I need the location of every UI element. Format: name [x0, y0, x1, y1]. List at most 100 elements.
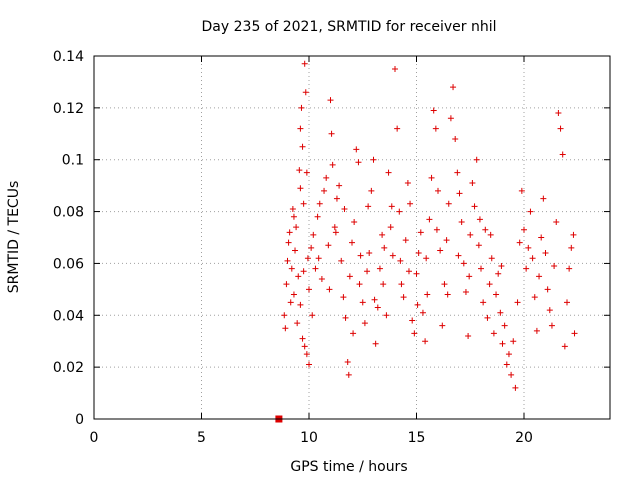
data-point	[484, 314, 491, 321]
data-point	[540, 195, 547, 202]
data-point	[452, 135, 459, 142]
data-point	[415, 250, 422, 257]
data-point	[388, 203, 395, 210]
data-point	[417, 229, 424, 236]
data-point	[355, 159, 362, 166]
data-point	[454, 169, 461, 176]
data-point	[309, 312, 316, 319]
data-point	[282, 325, 289, 332]
data-point	[385, 169, 392, 176]
data-point	[372, 340, 379, 347]
y-tick-label: 0.02	[53, 360, 84, 376]
data-point	[413, 270, 420, 277]
y-tick-label: 0.12	[53, 101, 84, 117]
data-point	[380, 281, 387, 288]
data-point	[445, 200, 452, 207]
data-point	[405, 268, 412, 275]
data-point	[323, 174, 330, 181]
data-point	[476, 216, 483, 223]
data-point	[460, 260, 467, 267]
data-point	[303, 169, 310, 176]
data-point	[426, 216, 433, 223]
data-point	[488, 255, 495, 262]
data-point	[366, 250, 373, 257]
data-point	[312, 265, 319, 272]
data-point	[345, 371, 352, 378]
data-point	[298, 104, 305, 111]
plot-frame	[93, 55, 611, 420]
data-point	[450, 84, 457, 91]
data-point	[514, 299, 521, 306]
x-tick-label: 10	[300, 430, 318, 446]
data-point	[482, 226, 489, 233]
x-tick-label: 0	[90, 430, 99, 446]
x-tick-label: 5	[197, 430, 206, 446]
data-point	[475, 242, 482, 249]
data-point	[332, 229, 339, 236]
data-point	[299, 143, 306, 150]
data-point	[551, 263, 558, 270]
data-point	[455, 252, 462, 259]
data-point	[559, 151, 566, 158]
y-tick-label: 0.1	[62, 153, 84, 169]
data-point	[283, 281, 290, 288]
data-point	[402, 237, 409, 244]
data-point	[300, 200, 307, 207]
data-point	[533, 327, 540, 334]
data-point	[356, 281, 363, 288]
y-tick-labels: 0 0.02 0.04 0.06 0.08 0.1 0.12 0.14	[53, 49, 84, 428]
data-point	[287, 299, 294, 306]
data-point	[299, 335, 306, 342]
data-point	[397, 257, 404, 264]
data-point	[561, 343, 568, 350]
data-point	[353, 146, 360, 153]
data-point	[570, 231, 577, 238]
data-point	[518, 187, 525, 194]
data-point	[304, 255, 311, 262]
data-point	[564, 299, 570, 306]
data-point	[294, 320, 301, 327]
data-point	[495, 270, 502, 277]
data-point	[331, 224, 338, 231]
data-point	[361, 320, 368, 327]
y-tick-label: 0.04	[53, 308, 84, 324]
data-point	[286, 229, 293, 236]
data-point	[456, 190, 463, 197]
data-point	[542, 250, 549, 257]
data-point	[423, 255, 430, 262]
data-point	[370, 156, 377, 163]
data-point	[325, 242, 332, 249]
data-point	[430, 107, 437, 114]
data-point	[340, 294, 347, 301]
data-point	[525, 244, 532, 251]
data-point	[387, 224, 394, 231]
data-point	[359, 299, 366, 306]
data-point	[346, 273, 353, 280]
data-point	[480, 299, 487, 306]
data-point	[478, 265, 484, 272]
grid-lines	[94, 56, 610, 419]
data-point	[351, 218, 358, 225]
data-point	[295, 273, 302, 280]
data-point	[300, 268, 307, 275]
y-tick-label: 0.06	[53, 256, 84, 272]
data-point	[315, 255, 322, 262]
data-point	[389, 252, 396, 259]
data-point	[285, 239, 292, 246]
data-point	[349, 239, 355, 246]
data-point	[490, 330, 497, 337]
data-point	[443, 237, 450, 244]
data-point	[411, 330, 418, 337]
data-point	[529, 255, 536, 262]
x-tick-label: 20	[515, 430, 533, 446]
data-point	[538, 234, 545, 241]
data-point	[376, 265, 383, 272]
data-point	[531, 294, 538, 301]
data-point	[329, 161, 336, 168]
data-point	[435, 187, 441, 194]
data-point	[571, 330, 578, 337]
data-point	[499, 340, 506, 347]
data-point	[290, 213, 297, 220]
data-point	[432, 125, 439, 132]
data-point	[296, 167, 303, 174]
